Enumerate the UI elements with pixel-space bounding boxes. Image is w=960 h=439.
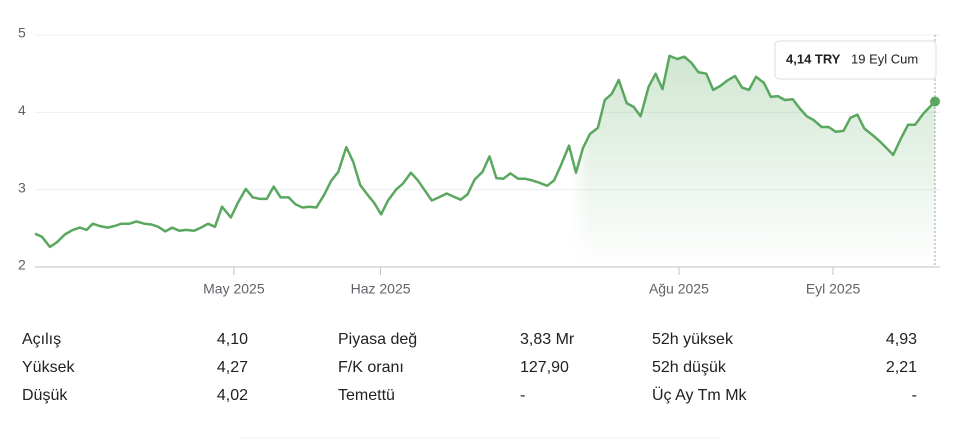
tooltip-price: 4,14 TRY [786,51,841,66]
y-tick-label: 3 [18,179,26,195]
stat-value: 3,83 Mr [520,331,575,348]
stat-value: 2,21 [886,359,917,376]
price-line [34,54,936,249]
x-tick-label: Ağu 2025 [649,281,709,297]
stat-label: Piyasa değ [338,331,417,348]
stat-label: Açılış [22,331,61,348]
hover-point [930,96,940,107]
tooltip-box [774,40,937,80]
stat-label: 52h yüksek [652,331,734,348]
stat-label: Üç Ay Tm Mk [652,386,748,404]
stat-label: F/K oranı [338,359,404,376]
stat-value: 127,90 [520,359,569,376]
stat-value: 4,10 [217,331,248,348]
stat-label: Temettü [338,387,395,404]
stat-value: - [912,387,917,404]
stat-label: Yüksek [22,359,75,376]
x-tick-label: May 2025 [203,281,265,297]
y-tick-label: 5 [18,25,26,41]
area [35,55,935,268]
x-tick-label: Eyl 2025 [806,281,861,297]
stat-value: 4,27 [217,359,248,376]
stat-value: - [520,387,525,404]
tooltip: 4,14 TRY 19 Eyl Cum [774,40,937,80]
stat-value: 4,93 [886,331,917,348]
tooltip-date: 19 Eyl Cum [851,51,918,66]
stat-label: 52h düşük [652,359,727,376]
y-tick-label: 4 [18,102,26,118]
stat-label: Düşük [22,387,68,404]
stat-value: 4,02 [217,387,248,404]
y-tick-label: 2 [18,257,26,273]
x-tick-label: Haz 2025 [351,281,411,297]
